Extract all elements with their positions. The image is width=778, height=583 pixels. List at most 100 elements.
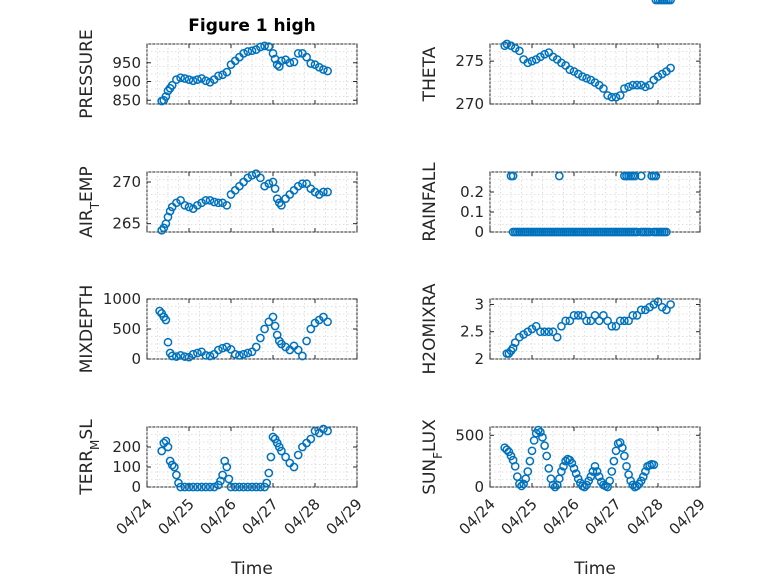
y-tick-label: 0 (474, 223, 484, 241)
y-axis-label-mixdepth: MIXDEPTH (77, 285, 97, 374)
data-point (266, 452, 276, 462)
y-tick-label: 270 (112, 173, 141, 191)
data-point (205, 195, 215, 205)
data-point (264, 468, 274, 478)
data-point (632, 311, 642, 320)
data-point (626, 476, 636, 486)
data-point (506, 451, 516, 461)
data-point (256, 42, 265, 52)
data-point (289, 57, 299, 67)
data-point (565, 65, 575, 75)
y-tick-label: 200 (112, 438, 141, 456)
data-point (188, 76, 198, 86)
data-point (239, 349, 248, 359)
data-point (184, 75, 194, 84)
y-tick-label: 275 (455, 52, 484, 70)
data-point (289, 462, 299, 472)
data-point (569, 464, 579, 473)
data-point (632, 227, 642, 237)
x-tick-label: 04/28 (624, 495, 667, 538)
data-point (538, 432, 547, 442)
data-point (270, 321, 280, 331)
data-point (666, 63, 675, 73)
data-point (180, 74, 190, 83)
data-point (159, 223, 169, 233)
data-point (293, 49, 303, 58)
data-point (197, 482, 206, 492)
data-point (268, 49, 278, 58)
data-point (636, 476, 646, 486)
data-point (544, 464, 554, 473)
data-point (523, 58, 533, 68)
data-point (193, 75, 202, 84)
data-point (580, 482, 589, 492)
data-point (662, 305, 671, 315)
panel-mixdepth: 0 500 1000 MIXDEPTH (77, 285, 358, 374)
chart-title: Figure 1 high (188, 16, 316, 36)
data-point (573, 474, 583, 484)
data-point (504, 447, 514, 457)
data-point (243, 47, 253, 56)
data-point (161, 92, 171, 101)
data-point (281, 452, 290, 462)
data-point (180, 200, 190, 210)
data-point (536, 327, 545, 337)
data-point (222, 200, 232, 210)
y-axis-label-sun-flux: SUNFLUX (420, 419, 445, 495)
y-tick-label: 950 (112, 54, 141, 72)
data-point (167, 460, 177, 470)
data-point (306, 324, 316, 334)
y-tick-label: 900 (112, 73, 141, 91)
data-point (268, 312, 278, 322)
data-point (222, 67, 232, 77)
data-point (510, 338, 520, 347)
y-tick-label: 0 (131, 350, 141, 368)
data-point (277, 200, 286, 210)
data-point (552, 332, 562, 342)
data-point (247, 347, 257, 357)
data-point (542, 451, 552, 461)
data-point (201, 195, 211, 205)
data-point (548, 327, 558, 337)
data-point (323, 426, 332, 436)
data-point (615, 91, 625, 100)
data-point (172, 470, 181, 480)
data-point (571, 469, 581, 478)
data-point (586, 472, 596, 482)
data-point (323, 187, 332, 197)
x-axis-label-left: Time (230, 559, 273, 579)
data-point (620, 316, 629, 326)
data-point (251, 482, 261, 492)
data-point (641, 467, 650, 476)
data-point (176, 73, 185, 83)
data-point (205, 351, 215, 361)
data-point (155, 306, 164, 316)
x-tick-label: 04/24 (456, 495, 499, 538)
data-point (582, 73, 591, 83)
data-point (319, 424, 328, 434)
data-point (163, 442, 173, 452)
data-point (607, 92, 617, 102)
data-point (277, 446, 286, 456)
data-point (264, 179, 274, 189)
x-tick-label: 04/27 (582, 495, 625, 538)
data-point (157, 446, 167, 456)
data-point (169, 462, 179, 472)
data-point (264, 317, 274, 327)
data-point (302, 52, 311, 62)
data-point (588, 467, 598, 476)
data-point (264, 42, 274, 51)
x-tick-label: 04/25 (155, 495, 198, 538)
data-point (274, 62, 284, 71)
data-point (298, 179, 307, 189)
data-point (172, 75, 181, 84)
y-axis-label-air-temp: AIRTEMP (77, 166, 102, 237)
data-point (592, 467, 602, 476)
data-point (230, 349, 240, 359)
data-point (180, 482, 190, 492)
y-tick-label: 0 (131, 478, 141, 496)
data-point (510, 461, 520, 471)
data-point (531, 321, 541, 331)
